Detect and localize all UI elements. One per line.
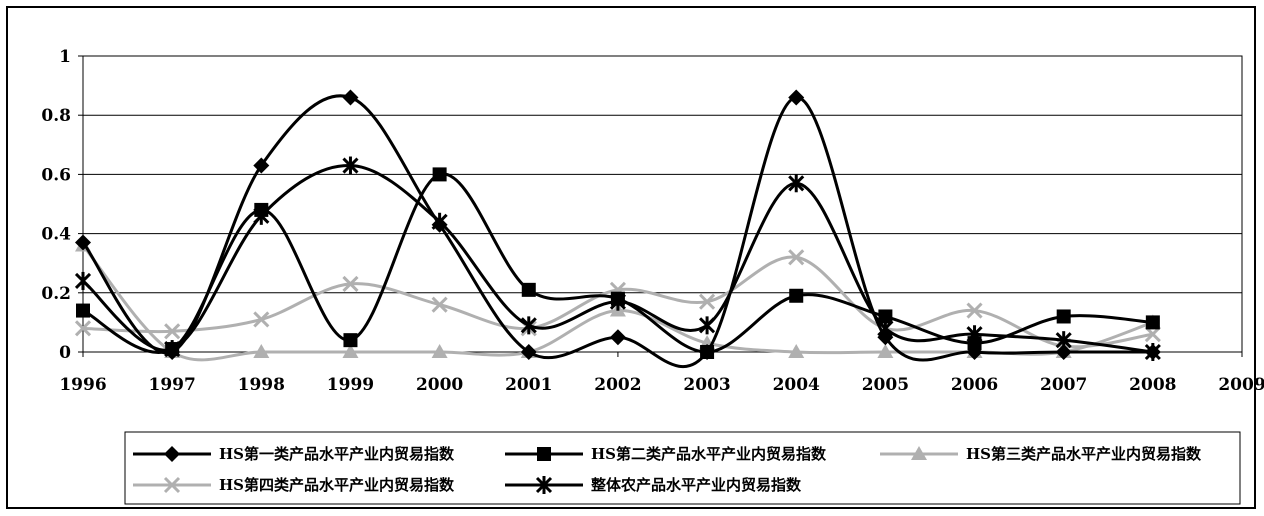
data-point <box>789 288 804 303</box>
legend-entry: HS第二类产品水平产业内贸易指数 <box>505 445 827 463</box>
data-point <box>788 249 805 266</box>
data-point <box>1056 309 1071 324</box>
x-tick-label: 1998 <box>238 375 285 395</box>
x-tick-label: 2001 <box>505 375 552 395</box>
data-point <box>342 344 359 358</box>
data-point <box>699 316 716 335</box>
legend-label: 整体农产品水平产业内贸易指数 <box>591 476 802 494</box>
y-tick-label: 0.4 <box>41 225 71 245</box>
data-point <box>878 309 893 324</box>
legend-marker <box>164 446 180 462</box>
legend-marker <box>537 447 551 461</box>
data-point <box>342 89 359 106</box>
plot-area <box>82 55 1243 353</box>
x-tick-label: 2000 <box>416 375 463 395</box>
data-point <box>253 206 270 225</box>
data-point <box>609 292 626 311</box>
data-point <box>877 319 894 338</box>
data-point <box>342 156 359 175</box>
data-point <box>877 344 894 358</box>
y-tick-label: 0.6 <box>41 165 71 185</box>
data-point <box>966 302 983 319</box>
x-tick-label: 2003 <box>683 375 730 395</box>
data-point <box>432 167 447 182</box>
y-tick-label: 0.8 <box>41 106 71 126</box>
data-point <box>788 89 805 106</box>
data-point <box>520 344 537 360</box>
data-point <box>343 333 358 348</box>
x-tick-label: 1997 <box>148 375 195 395</box>
legend <box>124 431 1241 505</box>
data-point <box>253 311 270 328</box>
data-point <box>431 212 448 231</box>
data-point <box>520 316 537 335</box>
data-point <box>788 174 805 193</box>
y-tick-label: 0.2 <box>41 284 71 304</box>
x-tick-label: 2009 <box>1218 375 1264 395</box>
legend-entry: HS第一类产品水平产业内贸易指数 <box>133 445 455 463</box>
legend-marker <box>911 446 927 460</box>
data-point <box>521 282 536 297</box>
x-tick-label: 2002 <box>594 375 641 395</box>
data-point <box>1145 315 1160 330</box>
x-tick-label: 2004 <box>773 375 820 395</box>
data-point <box>966 325 983 344</box>
legend-marker <box>535 476 553 494</box>
data-point <box>1144 326 1161 343</box>
legend-label: HS第四类产品水平产业内贸易指数 <box>219 476 455 494</box>
data-point <box>609 329 626 346</box>
legend-label: HS第二类产品水平产业内贸易指数 <box>591 445 827 463</box>
legend-entry: HS第四类产品水平产业内贸易指数 <box>133 476 455 494</box>
data-point <box>1055 331 1072 350</box>
data-point <box>966 344 983 360</box>
data-point <box>342 275 359 292</box>
x-tick-label: 2006 <box>951 375 998 395</box>
data-point <box>76 303 90 318</box>
y-tick-label: 1 <box>59 47 71 67</box>
x-tick-label: 2005 <box>862 375 909 395</box>
data-point <box>1144 343 1161 361</box>
data-point <box>431 344 448 358</box>
x-tick-label: 1996 <box>59 375 106 395</box>
y-tick-label: 0 <box>59 343 71 363</box>
data-point <box>253 157 270 174</box>
legend-label: HS第一类产品水平产业内贸易指数 <box>219 445 455 463</box>
data-point <box>74 320 92 337</box>
data-point <box>164 323 181 340</box>
data-point <box>164 340 181 359</box>
x-tick-label: 1999 <box>327 375 374 395</box>
data-point <box>431 296 448 313</box>
legend-entry: HS第三类产品水平产业内贸易指数 <box>880 445 1202 463</box>
legend-marker <box>163 476 181 494</box>
legend-entry: 整体农产品水平产业内贸易指数 <box>505 476 802 494</box>
data-point <box>74 271 92 290</box>
data-point <box>699 344 716 360</box>
data-point <box>75 234 91 251</box>
x-tick-label: 2007 <box>1040 375 1087 395</box>
x-tick-label: 2008 <box>1129 375 1176 395</box>
data-point <box>699 293 716 310</box>
data-point <box>253 344 270 358</box>
data-point <box>1055 344 1072 360</box>
legend-label: HS第三类产品水平产业内贸易指数 <box>966 445 1202 463</box>
data-point <box>788 344 805 358</box>
